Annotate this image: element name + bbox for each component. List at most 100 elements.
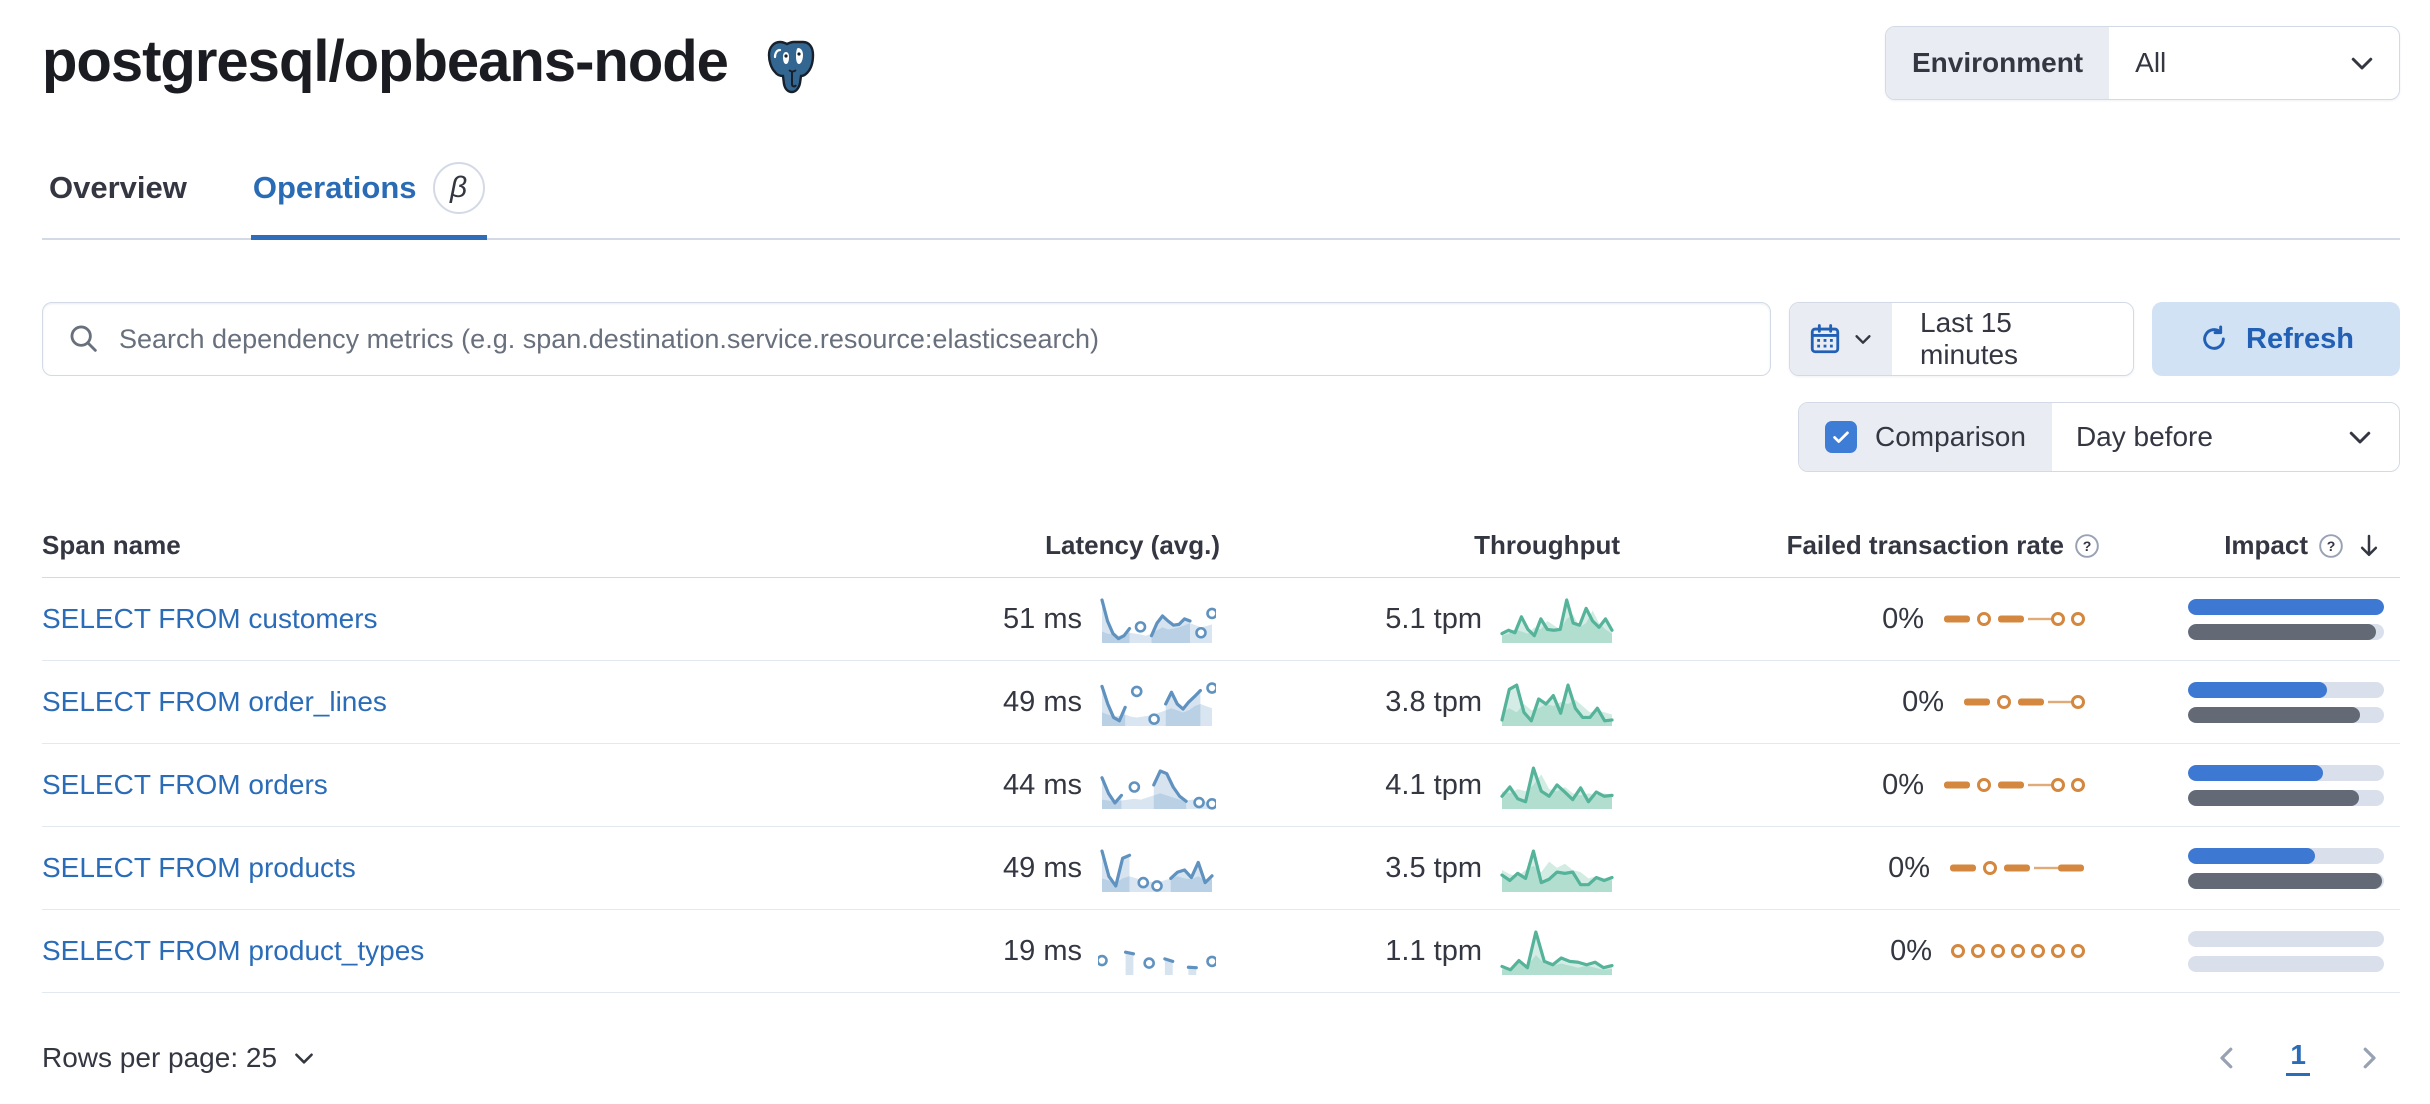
impact-current-bar [2188, 847, 2384, 864]
impact-previous-bar [2188, 955, 2384, 972]
table-footer: Rows per page: 25 1 [42, 1039, 2400, 1076]
failed-rate-sparkline [1950, 861, 2084, 875]
impact-header-label: Impact [2224, 530, 2308, 560]
impact-previous-bar [2188, 872, 2384, 889]
impact-bars [2188, 847, 2400, 889]
failed-rate-value: 0% [1902, 685, 1944, 718]
impact-previous-bar [2188, 789, 2384, 806]
column-header-latency[interactable]: Latency (avg.) [1045, 530, 1220, 560]
impact-current-bar [2188, 764, 2384, 781]
next-page-button[interactable] [2354, 1043, 2384, 1073]
chevron-down-icon [295, 1052, 313, 1064]
svg-text:?: ? [2083, 537, 2092, 553]
search-input[interactable] [119, 323, 1746, 355]
help-icon[interactable]: ? [2074, 533, 2100, 559]
postgresql-icon [767, 40, 815, 94]
search-box [42, 302, 1771, 376]
impact-bars [2188, 764, 2400, 806]
impact-previous-bar [2188, 623, 2384, 640]
throughput-value: 3.5 tpm [1385, 851, 1482, 884]
comparison-checkbox[interactable] [1825, 421, 1857, 453]
throughput-sparkline [1500, 930, 1614, 975]
comparison-select[interactable]: Day before [2052, 403, 2399, 471]
span-name-link[interactable]: SELECT FROM order_lines [42, 686, 387, 717]
calendar-icon [1810, 324, 1840, 354]
span-name-link[interactable]: SELECT FROM orders [42, 769, 328, 800]
throughput-value: 5.1 tpm [1385, 602, 1482, 635]
latency-value: 19 ms [1003, 934, 1082, 967]
chevron-right-icon [2363, 1047, 2376, 1068]
latency-sparkline [1098, 950, 1216, 975]
column-header-failed-rate[interactable]: Failed transaction rate ? [1620, 530, 2100, 561]
table-row: SELECT FROM customers 51 ms 5.1 tpm 0% [42, 578, 2400, 661]
help-icon[interactable]: ? [2318, 533, 2344, 559]
throughput-value: 3.8 tpm [1385, 685, 1482, 718]
latency-value: 51 ms [1003, 602, 1082, 635]
impact-current-bar [2188, 681, 2384, 698]
chevron-down-icon [2347, 27, 2399, 99]
pagination: 1 [2212, 1039, 2400, 1076]
date-picker: Last 15 minutes [1789, 302, 2134, 376]
refresh-button[interactable]: Refresh [2152, 302, 2400, 376]
failed-rate-sparkline [1951, 944, 2085, 958]
impact-bars [2188, 598, 2400, 640]
latency-value: 44 ms [1003, 768, 1082, 801]
latency-sparkline [1100, 849, 1214, 892]
rows-per-page-button[interactable]: Rows per page: 25 [42, 1042, 317, 1074]
throughput-sparkline [1500, 849, 1614, 892]
span-name-link[interactable]: SELECT FROM product_types [42, 935, 425, 966]
time-range-button[interactable]: Last 15 minutes [1920, 307, 2019, 370]
comparison-value: Day before [2075, 421, 2213, 452]
comparison-control: Comparison Day before [1798, 402, 2400, 472]
page-title: postgresql/opbeans-node [42, 28, 729, 94]
refresh-label: Refresh [2246, 322, 2354, 355]
date-picker-menu-button[interactable] [1790, 303, 1892, 375]
failed-rate-sparkline [1944, 778, 2085, 792]
throughput-sparkline [1500, 683, 1614, 726]
impact-bars [2188, 681, 2400, 723]
comparison-label: Comparison [1875, 421, 2026, 452]
table-row: SELECT FROM orders 44 ms 4.1 tpm 0% [42, 744, 2400, 827]
svg-text:?: ? [2327, 537, 2336, 553]
throughput-sparkline [1500, 598, 1614, 643]
table-body: SELECT FROM customers 51 ms 5.1 tpm 0% [42, 578, 2400, 993]
chevron-down-icon [1855, 335, 1871, 344]
span-name-link[interactable]: SELECT FROM products [42, 852, 356, 883]
tab-overview[interactable]: Overview [47, 148, 189, 238]
latency-sparkline [1100, 682, 1216, 726]
operations-table: Span name Latency (avg.) Throughput Fail… [42, 524, 2400, 993]
rows-per-page-label: Rows per page: 25 [42, 1041, 278, 1073]
latency-value: 49 ms [1003, 851, 1082, 884]
failed-rate-value: 0% [1882, 768, 1924, 801]
page-number-1[interactable]: 1 [2286, 1039, 2310, 1076]
failed-rate-header-label: Failed transaction rate [1786, 530, 2064, 560]
throughput-value: 4.1 tpm [1385, 768, 1482, 801]
tab-overview-label: Overview [49, 170, 187, 205]
search-icon [70, 325, 97, 352]
comparison-toggle: Comparison [1799, 403, 2052, 471]
refresh-icon [2203, 325, 2225, 350]
environment-select[interactable]: Environment All [1885, 26, 2400, 100]
tab-bar: Overview Operations β [42, 148, 2400, 240]
failed-rate-value: 0% [1888, 851, 1930, 884]
environment-label: Environment [1886, 27, 2110, 99]
previous-page-button[interactable] [2212, 1043, 2242, 1073]
column-header-throughput[interactable]: Throughput [1474, 530, 1620, 560]
apm-dependency-operations-page: postgresql/opbeans-node Environment All [42, 26, 2400, 1076]
latency-sparkline [1100, 598, 1216, 643]
table-header-row: Span name Latency (avg.) Throughput Fail… [42, 524, 2400, 578]
failed-rate-sparkline [1964, 695, 2085, 709]
tab-operations[interactable]: Operations β [250, 148, 487, 240]
comparison-bar: Comparison Day before [42, 402, 2400, 472]
failed-rate-value: 0% [1890, 934, 1932, 967]
failed-rate-value: 0% [1882, 602, 1924, 635]
impact-current-bar [2188, 930, 2384, 947]
span-name-link[interactable]: SELECT FROM customers [42, 603, 378, 634]
impact-bars [2188, 930, 2400, 972]
column-header-span-name[interactable]: Span name [42, 530, 181, 560]
throughput-value: 1.1 tpm [1385, 934, 1482, 967]
table-row: SELECT FROM products 49 ms 3.5 tpm 0% [42, 827, 2400, 910]
impact-current-bar [2188, 598, 2384, 615]
column-header-impact[interactable]: Impact ? [2100, 530, 2400, 561]
latency-sparkline [1100, 769, 1216, 810]
